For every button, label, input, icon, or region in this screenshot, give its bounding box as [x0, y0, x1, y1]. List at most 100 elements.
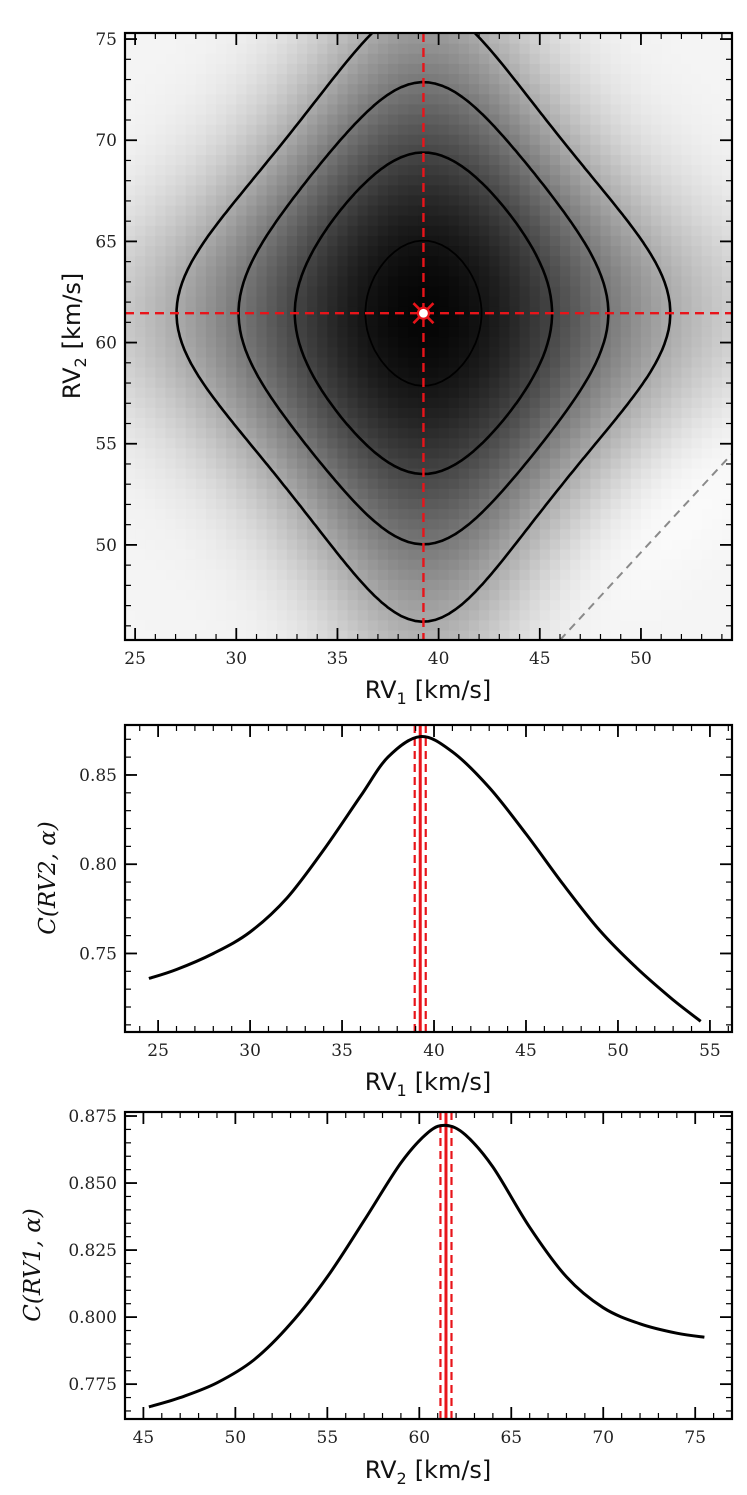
heatmap-cell [165, 407, 177, 419]
heatmap-cell [256, 53, 268, 64]
heatmap-cell [185, 204, 197, 216]
heatmap-cell [570, 174, 581, 186]
heatmap-cell [185, 488, 197, 499]
heatmap-cell [205, 619, 217, 631]
heatmap-cell [195, 225, 207, 236]
heatmap-cell [185, 457, 197, 469]
heatmap-cell [458, 518, 470, 530]
heatmap-cell [367, 518, 379, 530]
heatmap-cell [448, 73, 460, 85]
heatmap-cell [539, 306, 551, 317]
heatmap-cell [681, 569, 693, 580]
heatmap-cell [226, 609, 237, 621]
heatmap-cell [701, 528, 713, 540]
heatmap-cell [398, 376, 409, 388]
heatmap-cell [509, 33, 521, 44]
heatmap-cell [711, 124, 723, 135]
heatmap-cell [398, 488, 409, 499]
heatmap-cell [438, 589, 450, 601]
heatmap-cell [145, 235, 156, 247]
heatmap-cell [327, 498, 339, 510]
heatmap-cell [185, 53, 197, 64]
heatmap-cell [509, 275, 521, 287]
heatmap-cell [357, 538, 369, 550]
heatmap-cell [327, 387, 339, 398]
heatmap-cell [509, 113, 521, 125]
heatmap-cell [246, 579, 258, 591]
heatmap-cell [367, 629, 379, 640]
heatmap-cell [448, 609, 460, 621]
heatmap-cell [418, 83, 430, 95]
heatmap-cell [216, 285, 227, 297]
heatmap-cell [135, 225, 146, 236]
heatmap-cell [195, 417, 207, 429]
heatmap-cell [398, 184, 409, 196]
heatmap-cell [489, 468, 500, 479]
heatmap-cell [580, 518, 591, 530]
heatmap-cell [529, 336, 541, 348]
heatmap-cell [408, 579, 419, 591]
heatmap-cell [276, 285, 288, 297]
heatmap-cell [560, 124, 571, 135]
heatmap-cell [155, 113, 167, 125]
heatmap-cell [296, 275, 308, 287]
heatmap-cell [721, 124, 732, 135]
heatmap-cell [388, 488, 399, 499]
heatmap-cell [509, 43, 521, 54]
heatmap-cell [438, 427, 450, 439]
heatmap-cell [671, 538, 683, 550]
heatmap-cell [691, 528, 703, 540]
heatmap-cell [711, 589, 723, 601]
heatmap-cell [701, 215, 713, 226]
heatmap-cell [610, 164, 622, 176]
heatmap-cell [661, 599, 672, 611]
rv2-profile-y-tick-label: 0.775 [68, 1375, 117, 1395]
heatmap-cell [347, 184, 359, 196]
heatmap-cell [539, 184, 551, 196]
heatmap-cell [640, 174, 652, 186]
heatmap-cell [226, 124, 237, 135]
heatmap-cell [135, 599, 146, 611]
heatmap-cell [175, 397, 187, 408]
heatmap-cell [276, 427, 288, 439]
heatmap-cell [276, 417, 288, 429]
heatmap-cell [266, 376, 278, 388]
heatmap-cell [155, 53, 167, 64]
heatmap-cell [529, 417, 541, 429]
heatmap-cell [519, 306, 531, 317]
heatmap-cell [408, 346, 419, 358]
heatmap-cell [539, 376, 551, 388]
heatmap-cell [236, 134, 247, 145]
heatmap-cell [155, 174, 167, 186]
heatmap-cell [357, 83, 369, 95]
heatmap-cell [600, 306, 612, 317]
heatmap-cell [489, 103, 500, 115]
heatmap-cell [529, 53, 541, 64]
heatmap-cell [529, 599, 541, 611]
heatmap-cell [448, 235, 460, 247]
heatmap-cell [266, 184, 278, 196]
heatmap-cell [630, 629, 642, 640]
heatmap-cell [226, 194, 237, 206]
heatmap-cell [246, 134, 258, 145]
heatmap-cell [529, 518, 541, 530]
heatmap-cell [388, 113, 399, 125]
heatmap-cell [448, 579, 460, 591]
heatmap-cell [135, 265, 146, 277]
heatmap-cell [246, 33, 258, 44]
heatmap-cell [286, 43, 298, 54]
heatmap-cell [337, 336, 349, 348]
heatmap-cell [155, 336, 167, 348]
heatmap-cell [651, 245, 662, 257]
heatmap-cell [327, 488, 339, 499]
heatmap-cell [195, 447, 207, 459]
heatmap-cell [691, 174, 703, 186]
heatmap-cell [246, 306, 258, 317]
heatmap-cell [600, 204, 612, 216]
heatmap-cell [175, 528, 187, 540]
heatmap-cell [499, 366, 511, 378]
heatmap-cell [711, 468, 723, 479]
heatmap-cell [367, 194, 379, 206]
heatmap-cell [307, 397, 318, 408]
heatmap-cell [570, 285, 581, 297]
